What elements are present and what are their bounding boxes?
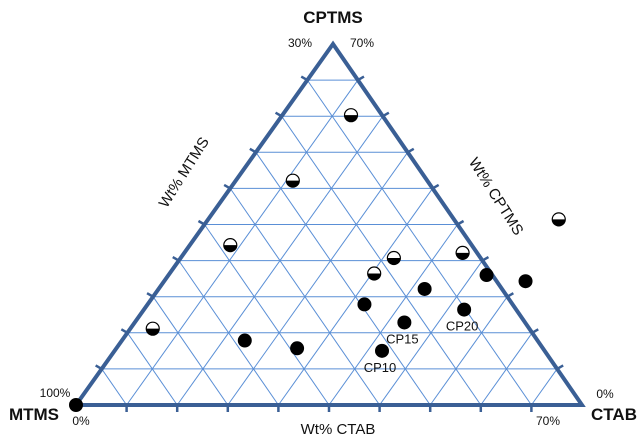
axis-title-right: Wt% CPTMS [465,155,527,239]
range-label-bottom-left: 0% [72,414,90,428]
grid-line [229,188,381,406]
axis-ticks [95,75,564,412]
data-point-half-filled [551,212,566,227]
grid-line [204,224,330,406]
data-point-half-filled [386,250,401,266]
grid-line [126,79,359,406]
data-point-label: CP15 [386,331,419,346]
vertex-label-left: MTMS [9,405,59,424]
data-point-filled [69,398,83,412]
data-point-filled [290,341,305,356]
grid-lines [101,79,558,406]
data-points: CP10 CP15 CP20 [69,108,566,412]
grid-line [227,152,409,406]
grid-line [306,79,532,406]
vertex-label-right: CTAB [591,405,637,424]
grid-line [530,368,558,406]
data-point-filled [457,302,472,317]
data-point-label: CP20 [446,319,479,334]
range-label-top-right: 70% [350,36,374,50]
data-point-half-filled [145,321,160,336]
data-point-half-filled [223,238,238,253]
data-point-filled [375,343,390,358]
data-point-filled [417,281,432,296]
data-point-filled [237,333,252,348]
range-label-top-left: 30% [288,36,312,50]
grid-line [281,115,482,406]
grid-line [101,368,128,406]
triangle-frame [72,40,586,407]
grid-line [178,260,279,406]
axis-title-bottom: Wt% CTAB [301,421,376,438]
data-point-filled [397,315,412,330]
data-point-half-filled [285,173,300,188]
grid-line [152,296,229,406]
data-point-filled [357,297,372,312]
range-label-right-bottom: 0% [596,387,614,401]
data-point-half-filled [455,245,470,260]
data-point-half-filled [343,108,359,123]
data-point-half-filled [367,266,382,281]
grid-line [126,332,178,406]
range-label-bottom-right: 70% [536,414,560,428]
grid-line [328,224,458,406]
data-point-filled [479,268,494,283]
data-point-filled [518,274,533,289]
range-label-left-bottom: 100% [40,386,71,400]
vertex-label-top: CPTMS [303,8,363,27]
data-point-label: CP10 [364,360,397,375]
grid-line [429,296,508,406]
grid-line [255,152,431,406]
axis-title-left: Wt% MTMS [156,134,213,211]
